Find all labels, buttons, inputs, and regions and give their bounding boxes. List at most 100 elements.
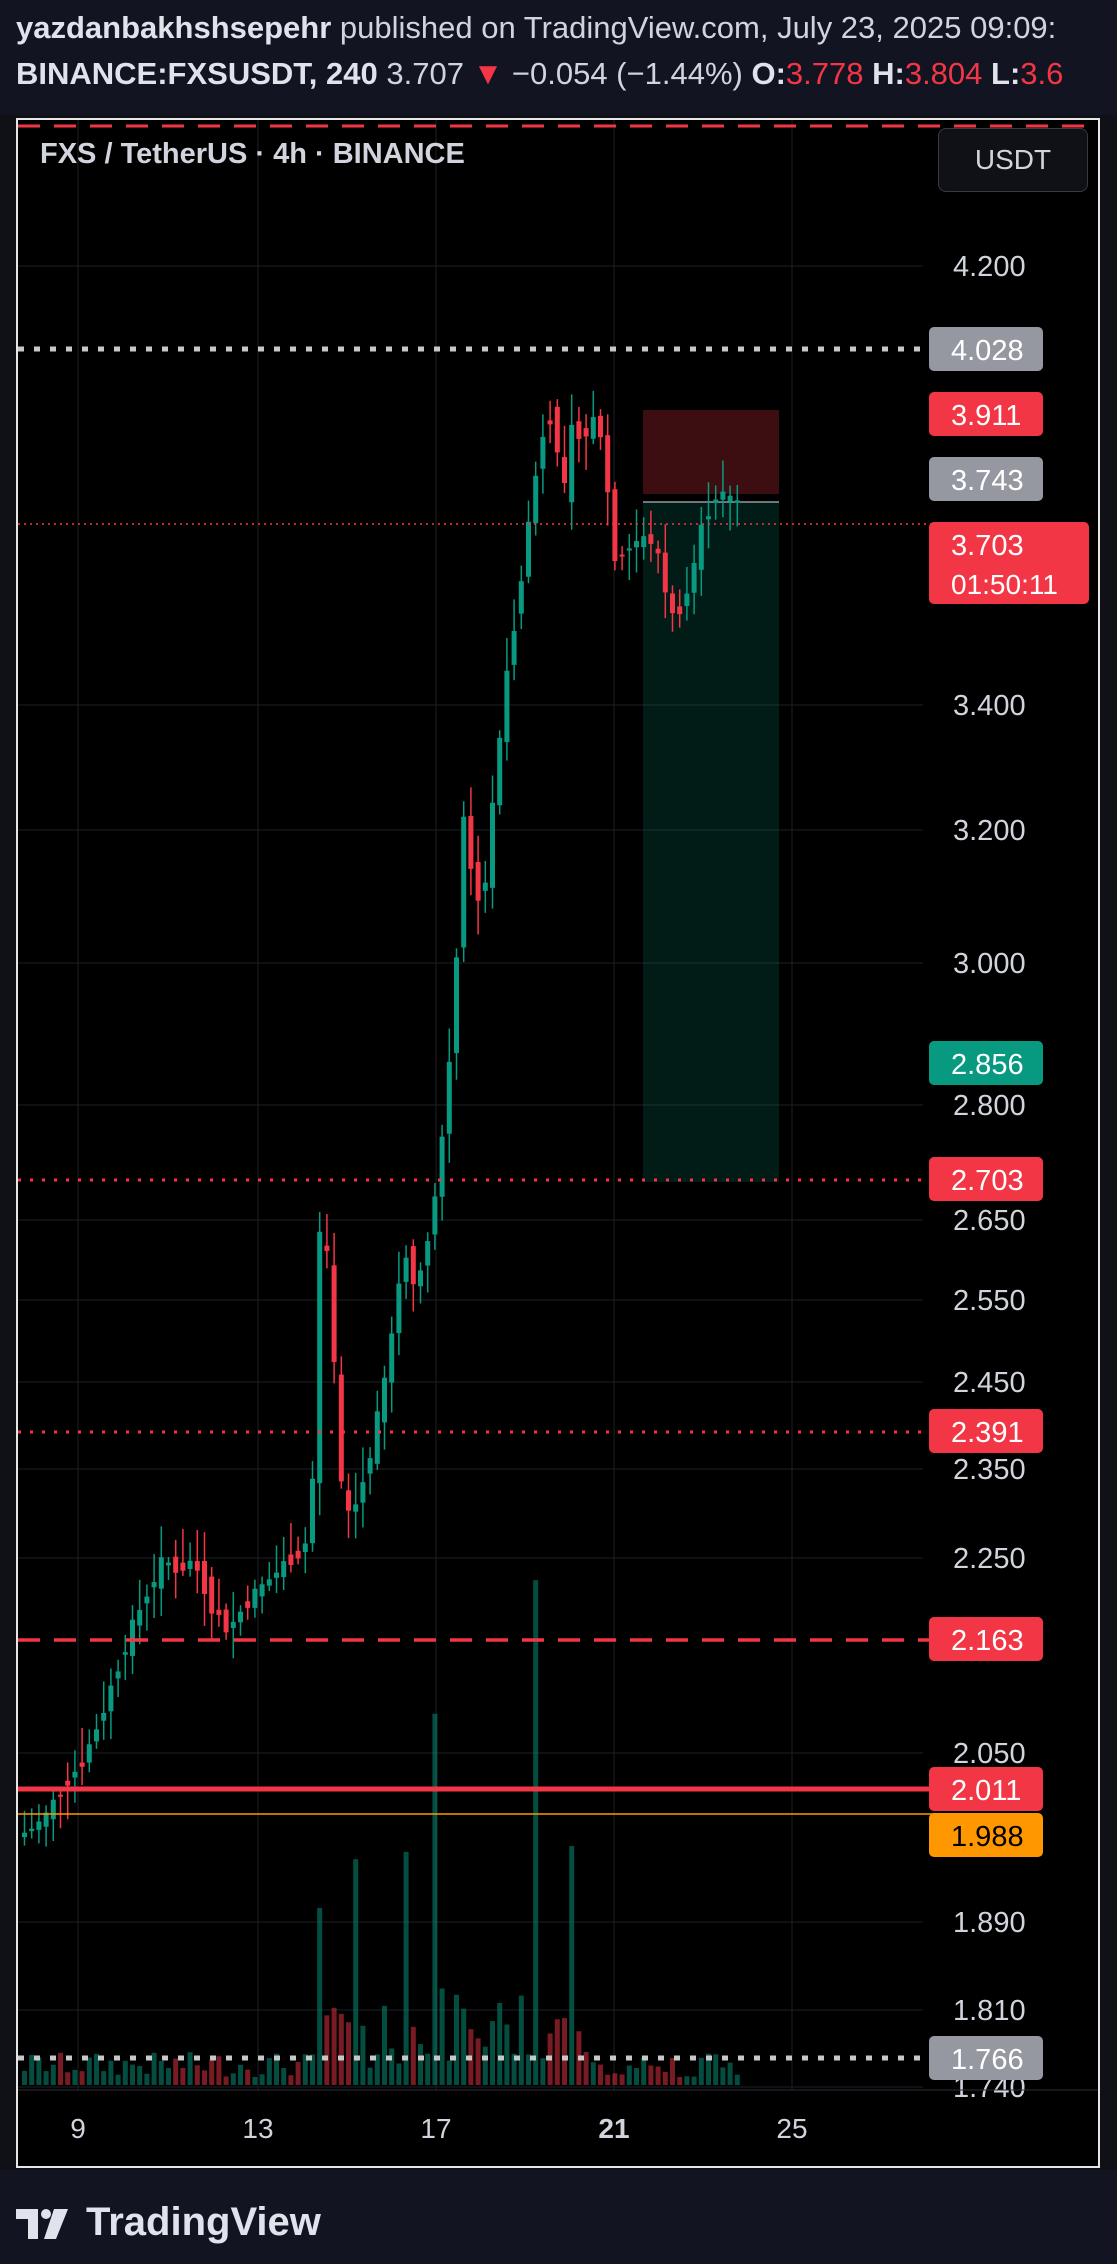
candle-body <box>612 489 618 562</box>
volume-bar <box>619 2074 625 2085</box>
candle-body <box>634 541 639 548</box>
volume-bar <box>194 2065 200 2085</box>
candle-body <box>360 1482 366 1503</box>
chart-pane[interactable]: 4.200 3.400 3.200 3.000 2.800 2.650 2.550 2.450… <box>16 118 1100 2168</box>
volume-bar <box>238 2064 243 2085</box>
x-tick-label: 25 <box>776 2113 807 2144</box>
volume-bar <box>115 2074 121 2085</box>
candle-body <box>720 491 726 500</box>
y-tick-label: 2.550 <box>953 1285 1026 1317</box>
candle-body <box>130 1619 135 1656</box>
volume-bar <box>533 1580 539 2085</box>
volume-bar <box>151 2052 157 2085</box>
price-tag-box <box>929 392 1043 436</box>
volume-bar <box>504 2024 510 2085</box>
price-tag: 1.988 <box>929 1813 1043 1857</box>
candle-body <box>22 1832 27 1838</box>
volume-bar <box>461 2008 467 2085</box>
candle-body <box>252 1588 258 1608</box>
candle-body <box>475 861 481 901</box>
candle-body <box>526 521 531 577</box>
chart-title: FXS / TetherUS · 4h · BINANCE <box>40 138 465 170</box>
volume-bar <box>353 1859 359 2085</box>
volume-bar <box>295 2061 301 2085</box>
volume-bar <box>180 2068 186 2085</box>
candle-body <box>670 593 675 614</box>
price-tag-box <box>929 1041 1043 1085</box>
candle-body <box>317 1231 323 1484</box>
y-tick-label: 3.200 <box>953 815 1026 847</box>
volume-bar <box>274 2053 279 2085</box>
publish-header: yazdanbakhshsepehr published on TradingV… <box>0 0 1117 115</box>
candle-body <box>367 1458 373 1474</box>
low-label: L: <box>991 56 1021 91</box>
volume-bar <box>137 2066 143 2085</box>
author-name[interactable]: yazdanbakhshsepehr <box>16 10 332 45</box>
candle-body <box>324 1245 330 1251</box>
y-tick-label: 2.800 <box>953 1090 1026 1122</box>
candle-body <box>94 1729 99 1742</box>
candle-body <box>468 816 474 869</box>
volume-bar <box>662 2071 668 2085</box>
candle-body <box>677 606 683 615</box>
price-tag-label: 1.766 <box>951 2044 1024 2076</box>
candle-body <box>583 428 589 437</box>
candle-body <box>446 1061 452 1134</box>
volume-bar <box>698 2057 704 2085</box>
volume-bar <box>403 1851 409 2085</box>
y-tick-label: 3.400 <box>953 690 1026 722</box>
last-price: 3.707 <box>386 56 464 91</box>
volume-bar <box>50 2064 56 2085</box>
candle-body <box>619 554 625 557</box>
price-tag-label: 2.856 <box>951 1049 1024 1081</box>
candle-body <box>403 1257 409 1282</box>
candle-body <box>346 1490 351 1511</box>
volume-bar <box>173 2058 179 2085</box>
candle-body <box>576 421 582 439</box>
y-tick-label: 2.250 <box>953 1543 1026 1575</box>
volume-bar <box>324 2015 330 2085</box>
candle-body <box>230 1621 236 1628</box>
candle-body <box>425 1241 431 1266</box>
chart-canvas[interactable]: 4.200 3.400 3.200 3.000 2.800 2.650 2.550 2.450… <box>18 120 1100 2168</box>
candle-body <box>29 1828 35 1832</box>
footer-bar <box>0 2170 1117 2264</box>
price-tag: 3.911 <box>929 392 1043 436</box>
volume-bar <box>86 2057 92 2085</box>
volume-bar <box>223 2076 229 2085</box>
candle-body <box>540 436 546 469</box>
candle-body <box>72 1771 78 1778</box>
candle-body <box>245 1601 251 1608</box>
candle-body <box>691 562 697 593</box>
volume-bar <box>734 2074 740 2085</box>
candle-body <box>389 1333 395 1383</box>
volume-bar <box>490 2021 495 2085</box>
candle-body <box>173 1556 179 1573</box>
price-tag: 2.703 <box>929 1157 1043 1201</box>
volume-bar <box>252 2076 258 2085</box>
publish-line: yazdanbakhshsepehr published on TradingV… <box>16 10 1056 46</box>
volume-bar <box>29 2055 35 2085</box>
candle-body <box>331 1265 337 1363</box>
volume-bar <box>497 2002 503 2085</box>
volume-bar <box>382 2005 387 2085</box>
countdown-label: 01:50:11 <box>951 569 1058 600</box>
tradingview-logo[interactable]: TradingView <box>16 2200 321 2245</box>
candle-body <box>684 593 690 607</box>
candle-body <box>727 495 733 502</box>
price-tag: 1.766 <box>929 2036 1043 2080</box>
candle-body <box>626 548 632 551</box>
candle-body <box>432 1196 438 1235</box>
candle-body <box>706 516 711 520</box>
symbol-label: BINANCE:FXSUSDT, 240 <box>16 56 378 91</box>
high-value: 3.804 <box>904 56 983 91</box>
price-tag-box <box>929 1813 1043 1857</box>
candle-body <box>598 415 603 438</box>
currency-button[interactable]: USDT <box>938 128 1088 192</box>
volume-bar <box>65 2072 71 2085</box>
candle-body <box>43 1812 49 1827</box>
price-tag-label: 2.703 <box>951 1165 1024 1197</box>
price-tag-box <box>929 2036 1043 2080</box>
candle-body <box>274 1572 279 1578</box>
volume-bar <box>36 2057 42 2085</box>
